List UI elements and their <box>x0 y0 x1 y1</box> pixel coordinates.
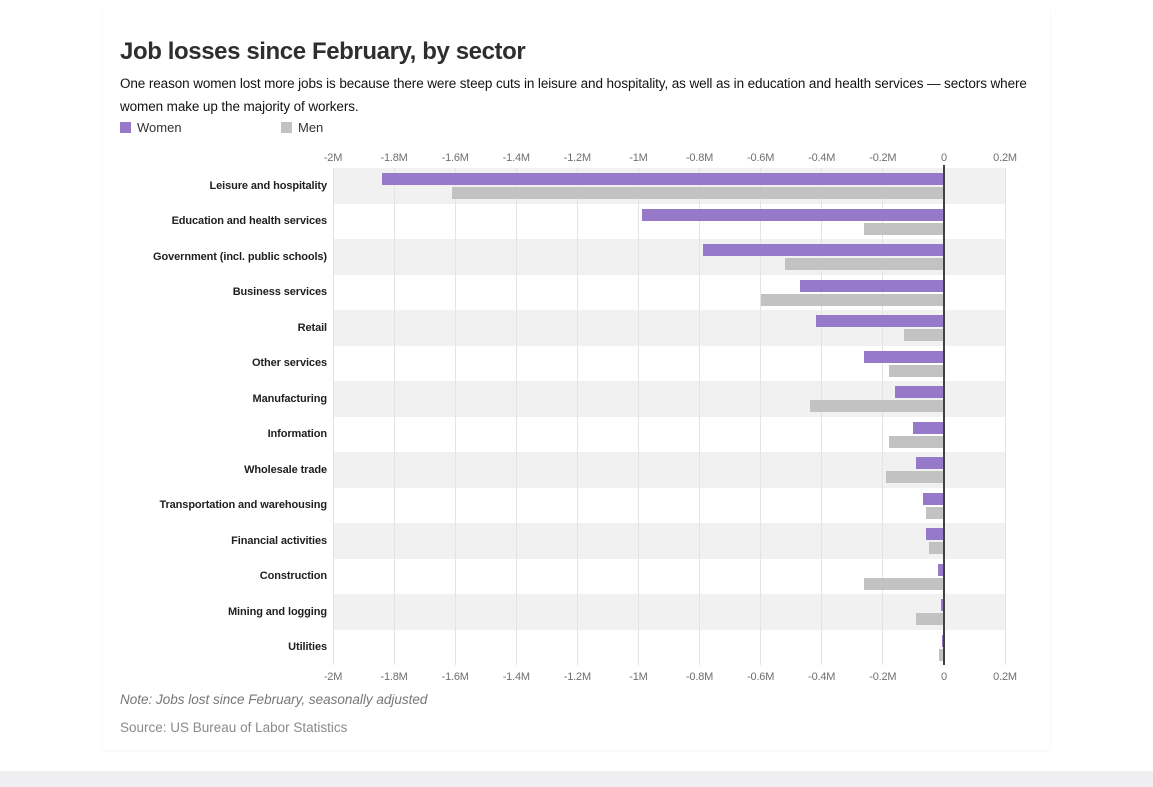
category-label: Construction <box>259 570 327 583</box>
bar-women <box>815 315 944 327</box>
category-label: Government (incl. public schools) <box>153 250 327 263</box>
men-color-swatch <box>281 122 292 133</box>
category-label: Utilities <box>288 641 327 654</box>
category-label: Financial activities <box>231 534 327 547</box>
bar-women <box>913 421 944 434</box>
bar-women <box>702 244 944 256</box>
bar-women <box>937 563 944 576</box>
category-label: Wholesale trade <box>244 463 327 476</box>
axis-tick-label: -1.4M <box>502 152 530 164</box>
legend: Women Men <box>120 120 323 135</box>
axis-tick-label: -0.6M <box>747 671 775 683</box>
chart-row <box>333 204 1005 240</box>
bar-men <box>785 258 944 270</box>
chart-row <box>333 523 1005 559</box>
chart-card: Job losses since February, by sector One… <box>103 8 1050 750</box>
chart-row <box>333 417 1005 453</box>
axis-tick-label: 0.2M <box>993 671 1017 683</box>
legend-item-men: Men <box>281 120 323 135</box>
bar-men <box>809 400 944 412</box>
plot-area <box>332 165 1006 665</box>
bar-men <box>925 506 944 519</box>
category-label: Retail <box>297 321 327 334</box>
axis-tick-label: 0 <box>940 671 947 683</box>
bar-women <box>922 492 944 505</box>
bar-women <box>940 599 944 611</box>
bar-men <box>452 187 944 199</box>
axis-tick-label: -1M <box>629 671 648 683</box>
bar-men <box>885 471 944 483</box>
chart-row <box>333 275 1005 311</box>
bar-men <box>864 577 944 590</box>
x-axis-bottom: -2M -1.8M -1.6M -1.4M -1.2M -1M -0.8M -0.6M -0.4… <box>324 667 1017 691</box>
chart-subtitle: One reason women lost more jobs is becau… <box>120 76 1027 114</box>
axis-tick-label: -0.8M <box>685 152 714 164</box>
chart-row <box>333 594 1005 630</box>
axis-tick-label: -1.6M <box>441 671 469 683</box>
axis-tick-label: -0.2M <box>869 671 897 683</box>
legend-label-women: Women <box>137 120 182 135</box>
chart-row <box>333 381 1005 417</box>
bar-women <box>916 457 944 469</box>
chart-row <box>333 452 1005 488</box>
axis-tick-label: -1.8M <box>380 152 408 164</box>
category-label: Other services <box>251 357 327 370</box>
axis-tick-label: -1.2M <box>563 152 591 164</box>
axis-tick-label: -0.6M <box>747 152 775 164</box>
category-label: Mining and logging <box>227 605 327 618</box>
zero-axis-line <box>942 165 945 665</box>
legend-item-women: Women <box>120 120 281 135</box>
category-label: Education and health services <box>171 215 328 228</box>
chart-row <box>333 168 1005 204</box>
bar-men <box>888 364 944 377</box>
chart-row <box>333 310 1005 346</box>
bar-men <box>760 293 944 306</box>
bar-men <box>864 222 944 235</box>
category-labels: Leisure and hospitality Education and hea… <box>120 168 327 665</box>
chart-row <box>333 346 1005 382</box>
axis-tick-label: 0.2M <box>993 152 1017 164</box>
bar-women <box>381 173 944 185</box>
page-bottom-strip <box>0 771 1153 787</box>
axis-tick-label: -2M <box>323 152 343 164</box>
bar-rows <box>333 168 1005 665</box>
chart-row <box>333 488 1005 524</box>
chart-row <box>333 239 1005 275</box>
axis-tick-label: -1.8M <box>380 671 408 683</box>
category-label: Leisure and hospitality <box>209 179 327 192</box>
axis-tick-label: -1.6M <box>441 152 469 164</box>
category-label: Business services <box>232 286 327 299</box>
bar-men <box>939 648 944 661</box>
women-color-swatch <box>120 122 131 133</box>
category-label: Manufacturing <box>252 392 328 405</box>
page-title: Job losses since February, by sector <box>120 38 526 65</box>
axis-tick-label: -2M <box>323 671 343 683</box>
axis-tick-label: -1M <box>629 152 648 164</box>
bar-men <box>888 435 944 448</box>
chart-source: Source: US Bureau of Labor Statistics <box>120 720 348 735</box>
axis-tick-label: 0 <box>940 152 947 164</box>
axis-tick-label: -0.4M <box>808 152 836 164</box>
category-label: Transportation and warehousing <box>159 499 327 512</box>
axis-tick-label: -0.8M <box>685 671 714 683</box>
category-label: Information <box>267 428 328 441</box>
chart-row <box>333 630 1005 666</box>
axis-tick-label: -0.4M <box>808 671 836 683</box>
x-axis-top: -2M -1.8M -1.6M -1.4M -1.2M -1M -0.8M -0.6M -0.4… <box>324 142 1017 166</box>
axis-tick-label: -1.4M <box>502 671 530 683</box>
bar-women <box>864 350 944 363</box>
bar-men <box>928 542 944 554</box>
bar-women <box>925 528 944 540</box>
bar-women <box>895 386 944 398</box>
axis-tick-label: -1.2M <box>563 671 591 683</box>
bar-men <box>916 613 944 625</box>
bar-men <box>904 329 944 341</box>
axis-tick-label: -0.2M <box>869 152 897 164</box>
bar-women <box>800 279 944 292</box>
chart-row <box>333 559 1005 595</box>
chart-note: Note: Jobs lost since February, seasonal… <box>120 692 428 707</box>
bar-women <box>641 208 944 221</box>
legend-label-men: Men <box>298 120 324 135</box>
